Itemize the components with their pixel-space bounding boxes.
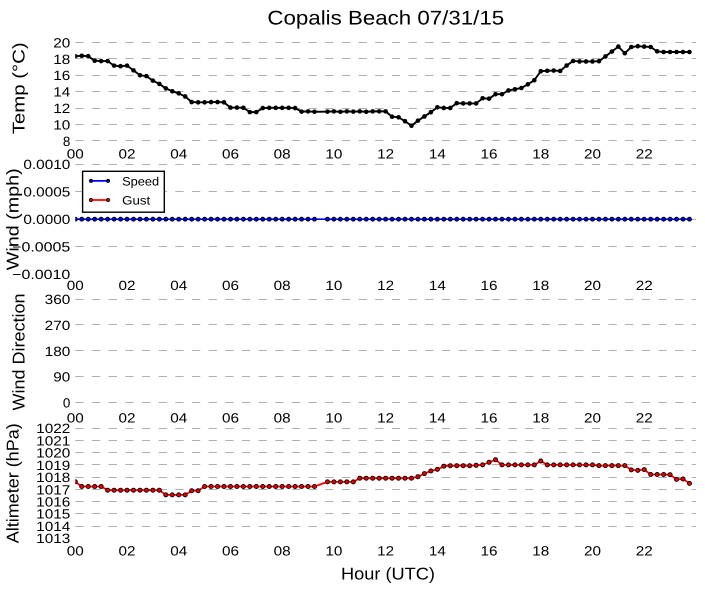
svg-text:10: 10 — [325, 411, 342, 426]
svg-text:−0.0010: −0.0010 — [12, 267, 70, 282]
svg-text:06: 06 — [222, 147, 239, 162]
svg-text:02: 02 — [119, 147, 136, 162]
svg-text:20: 20 — [584, 544, 601, 559]
svg-text:22: 22 — [636, 147, 653, 162]
svg-text:18: 18 — [532, 411, 549, 426]
svg-text:04: 04 — [170, 544, 188, 559]
svg-text:1016: 1016 — [36, 494, 70, 509]
svg-text:Wind (mph): Wind (mph) — [4, 168, 23, 270]
svg-text:1013: 1013 — [36, 531, 70, 546]
svg-text:22: 22 — [636, 411, 653, 426]
svg-text:20: 20 — [53, 35, 70, 50]
svg-text:Copalis Beach 07/31/15: Copalis Beach 07/31/15 — [267, 8, 504, 30]
svg-text:−0.0005: −0.0005 — [12, 240, 70, 255]
svg-text:14: 14 — [429, 411, 447, 426]
svg-text:04: 04 — [170, 411, 188, 426]
svg-text:00: 00 — [67, 278, 84, 293]
svg-text:Altimeter (hPa): Altimeter (hPa) — [4, 423, 23, 543]
svg-text:00: 00 — [67, 544, 84, 559]
svg-text:14: 14 — [53, 85, 71, 100]
svg-text:00: 00 — [67, 411, 84, 426]
svg-text:14: 14 — [429, 278, 447, 293]
svg-text:06: 06 — [222, 278, 239, 293]
svg-text:14: 14 — [429, 544, 447, 559]
svg-text:270: 270 — [45, 318, 71, 333]
svg-text:1014: 1014 — [36, 519, 71, 534]
svg-text:8: 8 — [63, 134, 70, 149]
svg-text:04: 04 — [170, 278, 188, 293]
svg-text:1017: 1017 — [36, 482, 70, 497]
svg-text:08: 08 — [274, 278, 291, 293]
svg-text:16: 16 — [481, 411, 498, 426]
svg-text:06: 06 — [222, 411, 239, 426]
svg-text:20: 20 — [584, 411, 601, 426]
svg-text:14: 14 — [429, 147, 447, 162]
svg-text:1015: 1015 — [36, 507, 70, 522]
svg-text:20: 20 — [584, 147, 601, 162]
svg-text:1021: 1021 — [36, 433, 70, 448]
svg-text:08: 08 — [274, 147, 291, 162]
svg-text:10: 10 — [325, 147, 342, 162]
svg-text:18: 18 — [532, 278, 549, 293]
svg-text:20: 20 — [584, 278, 601, 293]
svg-text:02: 02 — [119, 278, 136, 293]
svg-text:0: 0 — [63, 396, 70, 411]
svg-text:10: 10 — [53, 117, 70, 132]
svg-text:12: 12 — [377, 147, 394, 162]
svg-text:12: 12 — [377, 278, 394, 293]
svg-text:1019: 1019 — [36, 458, 70, 473]
svg-text:1020: 1020 — [36, 446, 70, 461]
svg-text:0.0000: 0.0000 — [23, 212, 70, 227]
svg-text:18: 18 — [53, 52, 70, 67]
svg-text:02: 02 — [119, 544, 136, 559]
svg-text:1018: 1018 — [36, 470, 70, 485]
svg-text:12: 12 — [53, 101, 70, 116]
svg-text:18: 18 — [532, 544, 549, 559]
svg-text:Wind Direction: Wind Direction — [10, 294, 29, 411]
svg-text:16: 16 — [481, 147, 498, 162]
svg-text:16: 16 — [481, 544, 498, 559]
svg-text:1022: 1022 — [36, 421, 70, 436]
svg-text:02: 02 — [119, 411, 136, 426]
svg-text:12: 12 — [377, 411, 394, 426]
svg-text:16: 16 — [481, 278, 498, 293]
svg-text:22: 22 — [636, 278, 653, 293]
svg-text:22: 22 — [636, 544, 653, 559]
svg-text:0.0005: 0.0005 — [23, 185, 70, 200]
svg-text:06: 06 — [222, 544, 239, 559]
svg-text:12: 12 — [377, 544, 394, 559]
svg-text:08: 08 — [274, 411, 291, 426]
svg-text:90: 90 — [53, 370, 70, 385]
svg-text:360: 360 — [45, 292, 71, 307]
svg-text:16: 16 — [53, 68, 70, 83]
svg-text:0.0010: 0.0010 — [23, 157, 70, 172]
svg-text:04: 04 — [170, 147, 188, 162]
svg-text:Temp (°C): Temp (°C) — [10, 42, 29, 134]
svg-text:08: 08 — [274, 544, 291, 559]
svg-text:Gust: Gust — [122, 194, 151, 208]
svg-text:18: 18 — [532, 147, 549, 162]
svg-text:00: 00 — [67, 147, 84, 162]
svg-text:Hour (UTC): Hour (UTC) — [341, 565, 435, 584]
svg-text:Speed: Speed — [122, 175, 159, 189]
svg-text:10: 10 — [325, 278, 342, 293]
svg-text:180: 180 — [45, 344, 71, 359]
svg-text:10: 10 — [325, 544, 342, 559]
